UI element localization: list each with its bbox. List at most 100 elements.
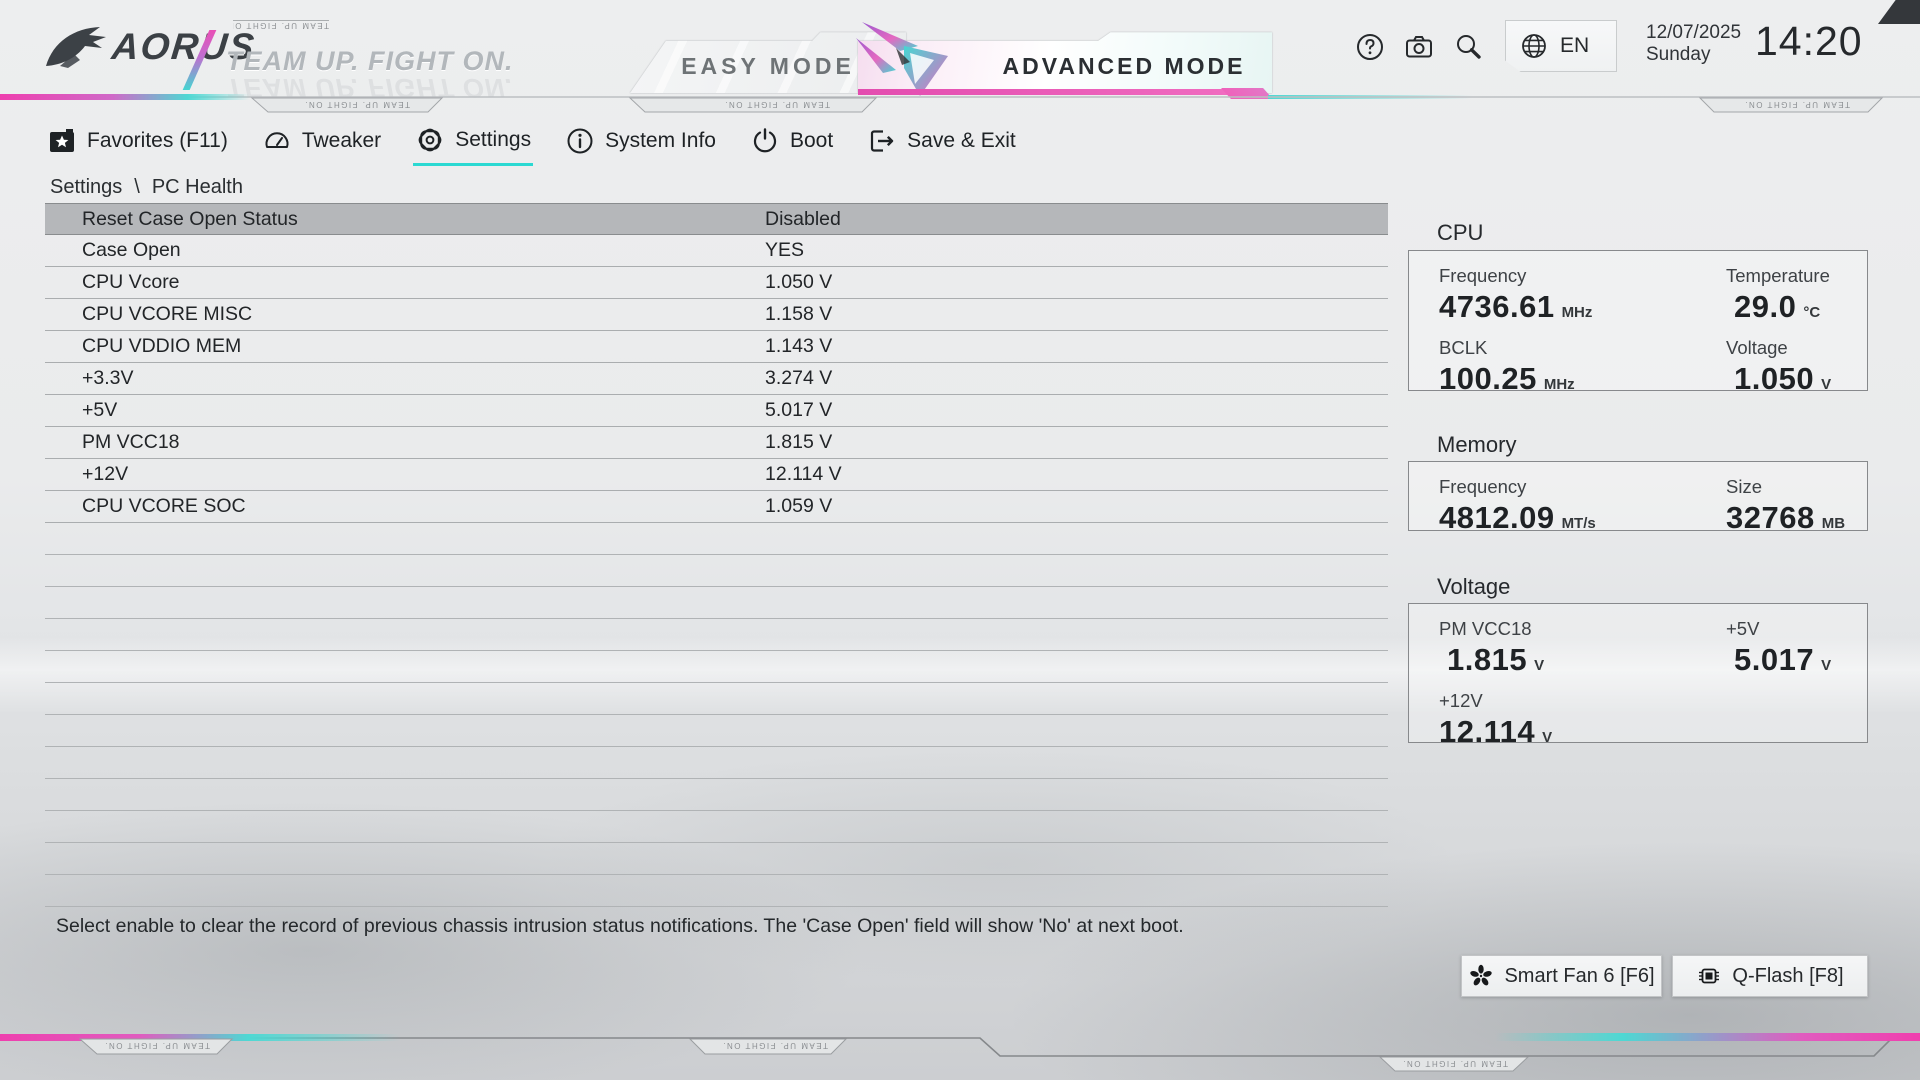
table-row-empty xyxy=(45,715,1388,747)
decor-micro-text-bottom-3: TEAM UP. FIGHT ON. xyxy=(1401,1059,1508,1068)
menu-label-boot: Boot xyxy=(789,129,834,152)
row-value: 12.114 V xyxy=(765,463,842,485)
row-value: 1.143 V xyxy=(765,335,833,357)
menu-item-favorites[interactable]: Favorites (F11) xyxy=(45,122,230,164)
row-label: Reset Case Open Status xyxy=(82,207,298,230)
save-exit-icon xyxy=(871,130,894,152)
voltage-section-title: Voltage xyxy=(1437,574,1511,599)
table-row-empty xyxy=(45,875,1388,907)
row-label: Case Open xyxy=(82,239,181,261)
menu-item-system-info[interactable]: System Info xyxy=(563,122,718,164)
memory-size-metric: Size 32768 MB xyxy=(1726,476,1846,535)
row-label: CPU Vcore xyxy=(82,271,180,293)
help-text: Select enable to clear the record of pre… xyxy=(56,915,1184,937)
advanced-tab-accent-cyan xyxy=(1268,95,1473,99)
menu-item-tweaker[interactable]: Tweaker xyxy=(260,122,383,164)
pm-vcc18-metric: PM VCC18 1.815 V xyxy=(1439,618,1545,677)
advanced-tab-accent-line xyxy=(858,89,1230,95)
help-icon[interactable] xyxy=(1355,32,1385,62)
table-row[interactable]: +3.3V 3.274 V xyxy=(45,363,1388,395)
row-value: 5.017 V xyxy=(765,399,833,421)
pc-health-table: Reset Case Open Status Disabled Case Ope… xyxy=(45,203,1388,907)
globe-icon xyxy=(1522,34,1546,58)
breadcrumb-separator: \ xyxy=(134,176,140,198)
aorus-falcon-icon xyxy=(46,27,106,68)
plus5v-metric: +5V 5.017 V xyxy=(1726,618,1832,677)
language-label: EN xyxy=(1560,34,1590,57)
easy-mode-label: EASY MODE xyxy=(681,52,855,79)
table-row-empty xyxy=(45,779,1388,811)
advanced-tab-accent-diagonal xyxy=(1221,88,1273,99)
boot-power-icon xyxy=(753,128,777,153)
row-value: 3.274 V xyxy=(765,367,833,389)
search-icon[interactable] xyxy=(1453,32,1483,62)
time-text: 14:20 xyxy=(1755,18,1863,64)
table-row[interactable]: CPU VCORE SOC 1.059 V xyxy=(45,491,1388,523)
decor-micro-text-top-left: TEAM UP. FIGHT ON. xyxy=(233,20,329,30)
decor-micro-text-2: TEAM UP. FIGHT ON. xyxy=(723,100,830,109)
row-label: +12V xyxy=(82,463,129,485)
table-empty-rows xyxy=(45,523,1388,907)
table-row[interactable]: PM VCC18 1.815 V xyxy=(45,427,1388,459)
row-value: 1.158 V xyxy=(765,303,833,325)
row-value: 1.059 V xyxy=(765,495,833,517)
row-value: 1.815 V xyxy=(765,431,833,453)
memory-frequency-metric: Frequency 4812.09 MT/s xyxy=(1439,476,1596,535)
table-row-empty xyxy=(45,587,1388,619)
menu-item-settings[interactable]: Settings xyxy=(413,121,534,166)
slogan-reflection: TEAM UP. FIGHT ON. xyxy=(226,73,514,103)
chip-icon xyxy=(1699,968,1720,984)
cpu-frequency-metric: Frequency 4736.61 MHz xyxy=(1439,265,1593,324)
q-flash-label: Q-Flash [F8] xyxy=(1732,964,1844,987)
table-row-empty xyxy=(45,555,1388,587)
row-value: Disabled xyxy=(765,207,841,230)
cpu-voltage-metric: Voltage 1.050 V xyxy=(1726,337,1832,396)
row-label: CPU VCORE SOC xyxy=(82,495,246,517)
language-selector[interactable]: EN xyxy=(1505,20,1617,72)
day-text: Sunday xyxy=(1646,44,1711,65)
smart-fan-label: Smart Fan 6 [F6] xyxy=(1504,964,1655,987)
table-row[interactable]: CPU VDDIO MEM 1.143 V xyxy=(45,331,1388,363)
menu-item-save-exit[interactable]: Save & Exit xyxy=(865,122,1018,164)
cpu-bclk-metric: BCLK 100.25 MHz xyxy=(1439,337,1575,396)
table-row[interactable]: Reset Case Open Status Disabled xyxy=(45,203,1388,235)
favorites-star-icon xyxy=(50,129,74,152)
decor-micro-text-1: TEAM UP. FIGHT ON. xyxy=(303,100,410,109)
memory-section-title: Memory xyxy=(1437,432,1517,457)
advanced-falcon-icon xyxy=(856,22,948,96)
row-label: CPU VCORE MISC xyxy=(82,303,253,325)
table-row[interactable]: +5V 5.017 V xyxy=(45,395,1388,427)
breadcrumb: Settings \ PC Health xyxy=(50,176,243,199)
info-icon xyxy=(567,128,593,154)
table-row[interactable]: Case Open YES xyxy=(45,235,1388,267)
table-row-empty xyxy=(45,683,1388,715)
q-flash-button[interactable]: Q-Flash [F8] xyxy=(1672,955,1868,997)
decor-micro-text-bottom-2: TEAM UP. FIGHT ON. xyxy=(721,1041,828,1050)
main-menu: Favorites (F11) Tweaker Settings Syste xyxy=(45,121,1018,166)
row-value: YES xyxy=(765,239,805,261)
footer-decoration xyxy=(0,1033,1920,1072)
breadcrumb-section: Settings xyxy=(50,176,123,198)
cpu-panel: Frequency 4736.61 MHz Temperature 29.0 °C … xyxy=(1408,250,1868,396)
row-label: CPU VDDIO MEM xyxy=(82,335,242,357)
slogan-text: TEAM UP. FIGHT ON. xyxy=(226,46,514,76)
camera-icon[interactable] xyxy=(1404,32,1434,62)
menu-label-tweaker: Tweaker xyxy=(301,129,382,152)
smart-fan-button[interactable]: Smart Fan 6 [F6] xyxy=(1461,955,1662,997)
table-row[interactable]: +12V 12.114 V xyxy=(45,459,1388,491)
table-row[interactable]: CPU Vcore 1.050 V xyxy=(45,267,1388,299)
settings-gear-icon xyxy=(418,128,442,151)
table-row-empty xyxy=(45,811,1388,843)
menu-item-boot[interactable]: Boot xyxy=(748,122,835,164)
advanced-mode-label: ADVANCED MODE xyxy=(1002,52,1246,79)
fan-icon xyxy=(1470,964,1493,986)
table-row-empty xyxy=(45,651,1388,683)
row-label: +5V xyxy=(82,399,118,421)
memory-panel: Frequency 4812.09 MT/s Size 32768 MB xyxy=(1408,461,1868,535)
cpu-temperature-metric: Temperature 29.0 °C xyxy=(1726,265,1830,324)
table-row-empty xyxy=(45,523,1388,555)
plus12v-metric: +12V 12.114 V xyxy=(1439,690,1553,749)
menu-label-favorites: Favorites (F11) xyxy=(87,129,228,152)
table-row[interactable]: CPU VCORE MISC 1.158 V xyxy=(45,299,1388,331)
